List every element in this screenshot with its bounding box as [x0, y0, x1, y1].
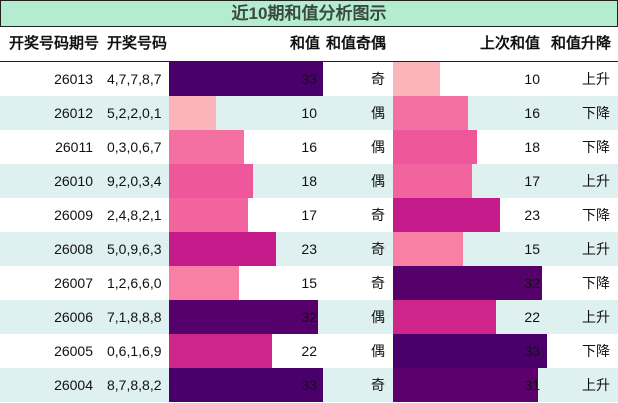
table-row: 26004 8,7,8,8,2 33 奇 31 上升 — [0, 368, 618, 402]
prev-sum-value: 16 — [524, 105, 540, 121]
trend-cell: 下降 — [582, 207, 610, 223]
parity-cell: 偶 — [371, 343, 385, 359]
table-row: 26010 9,2,0,3,4 18 偶 17 上升 — [0, 164, 618, 198]
prev-sum-bar — [393, 368, 538, 402]
parity-cell: 奇 — [371, 241, 385, 257]
period-cell: 26005 — [54, 343, 93, 359]
prev-sum-bar — [393, 62, 440, 96]
trend-cell: 上升 — [582, 241, 610, 257]
header-prev-sum: 上次和值 — [479, 35, 540, 52]
parity-cell: 奇 — [371, 71, 385, 87]
chart-title: 近10期和值分析图示 — [0, 0, 618, 27]
prev-sum-value: 33 — [524, 343, 540, 359]
prev-sum-value: 10 — [524, 71, 540, 87]
period-cell: 26009 — [54, 207, 93, 223]
sum-value: 10 — [301, 105, 317, 121]
prev-sum-value: 15 — [524, 241, 540, 257]
numbers-cell: 0,3,0,6,7 — [107, 139, 162, 155]
sum-value: 15 — [301, 275, 317, 291]
table-row: 26006 7,1,8,8,8 32 偶 22 上升 — [0, 300, 618, 334]
sum-value: 16 — [301, 139, 317, 155]
prev-sum-bar — [393, 232, 463, 266]
prev-sum-value: 23 — [524, 207, 540, 223]
trend-cell: 下降 — [582, 275, 610, 291]
numbers-cell: 0,6,1,6,9 — [107, 343, 162, 359]
period-cell: 26007 — [54, 275, 93, 291]
period-cell: 26012 — [54, 105, 93, 121]
parity-cell: 偶 — [371, 309, 385, 325]
table-row: 26009 2,4,8,2,1 17 奇 23 下降 — [0, 198, 618, 232]
table-row: 26012 5,2,2,0,1 10 偶 16 下降 — [0, 96, 618, 130]
sum-bar — [169, 62, 323, 96]
sum-bar — [169, 198, 248, 232]
sum-bar — [169, 96, 216, 130]
parity-cell: 奇 — [371, 207, 385, 223]
sum-value: 17 — [301, 207, 317, 223]
header-period: 开奖号码期号 — [9, 35, 100, 52]
period-cell: 26004 — [54, 377, 93, 393]
numbers-cell: 4,7,7,8,7 — [107, 71, 162, 87]
trend-cell: 下降 — [582, 139, 610, 155]
numbers-cell: 2,4,8,2,1 — [107, 207, 162, 223]
prev-sum-value: 31 — [524, 377, 540, 393]
trend-cell: 上升 — [582, 377, 610, 393]
prev-sum-bar — [393, 164, 472, 198]
prev-sum-value: 32 — [524, 275, 540, 291]
header-numbers: 开奖号码 — [107, 35, 168, 52]
period-cell: 26008 — [54, 241, 93, 257]
numbers-cell: 8,7,8,8,2 — [107, 377, 162, 393]
prev-sum-value: 17 — [524, 173, 540, 189]
sum-bar — [169, 232, 276, 266]
period-cell: 26010 — [54, 173, 93, 189]
table-row: 26013 4,7,7,8,7 33 奇 10 上升 — [0, 62, 618, 96]
header-trend: 和值升降 — [550, 35, 611, 52]
prev-sum-value: 22 — [524, 309, 540, 325]
parity-cell: 偶 — [371, 105, 385, 121]
numbers-cell: 9,2,0,3,4 — [107, 173, 162, 189]
numbers-cell: 5,2,2,0,1 — [107, 105, 162, 121]
trend-cell: 上升 — [582, 71, 610, 87]
prev-sum-bar — [393, 96, 468, 130]
trend-cell: 上升 — [582, 309, 610, 325]
numbers-cell: 7,1,8,8,8 — [107, 309, 162, 325]
trend-cell: 下降 — [582, 105, 610, 121]
sum-value: 33 — [301, 71, 317, 87]
trend-cell: 上升 — [582, 173, 610, 189]
table-row: 26011 0,3,0,6,7 16 偶 18 下降 — [0, 130, 618, 164]
sum-bar — [169, 334, 272, 368]
sum-bar — [169, 164, 253, 198]
prev-sum-bar — [393, 300, 496, 334]
period-cell: 26013 — [54, 71, 93, 87]
parity-cell: 奇 — [371, 377, 385, 393]
prev-sum-bar — [393, 334, 547, 368]
trend-cell: 下降 — [582, 343, 610, 359]
prev-sum-value: 18 — [524, 139, 540, 155]
parity-cell: 奇 — [371, 275, 385, 291]
table-header: 开奖号码期号 开奖号码 和值 和值奇偶 上次和值 和值升降 — [0, 27, 618, 62]
sum-value: 32 — [301, 309, 317, 325]
table-body: 26013 4,7,7,8,7 33 奇 10 上升 26012 5,2,2,0,1 10 偶 16… — [0, 62, 618, 402]
numbers-cell: 1,2,6,6,0 — [107, 275, 162, 291]
period-cell: 26011 — [55, 139, 93, 155]
sum-bar — [169, 130, 244, 164]
sum-value: 22 — [301, 343, 317, 359]
parity-cell: 偶 — [371, 173, 385, 189]
table-row: 26005 0,6,1,6,9 22 偶 33 下降 — [0, 334, 618, 368]
header-parity: 和值奇偶 — [325, 35, 386, 52]
prev-sum-bar — [393, 266, 542, 300]
header-sum: 和值 — [289, 35, 320, 52]
period-cell: 26006 — [54, 309, 93, 325]
table-row: 26008 5,0,9,6,3 23 奇 15 上升 — [0, 232, 618, 266]
parity-cell: 偶 — [371, 139, 385, 155]
sum-bar — [169, 266, 239, 300]
prev-sum-bar — [393, 130, 477, 164]
sum-value: 33 — [301, 377, 317, 393]
prev-sum-bar — [393, 198, 500, 232]
sum-bar — [169, 300, 318, 334]
sum-value: 18 — [301, 173, 317, 189]
numbers-cell: 5,0,9,6,3 — [107, 241, 162, 257]
sum-bar — [169, 368, 323, 402]
sum-value: 23 — [301, 241, 317, 257]
table-row: 26007 1,2,6,6,0 15 奇 32 下降 — [0, 266, 618, 300]
